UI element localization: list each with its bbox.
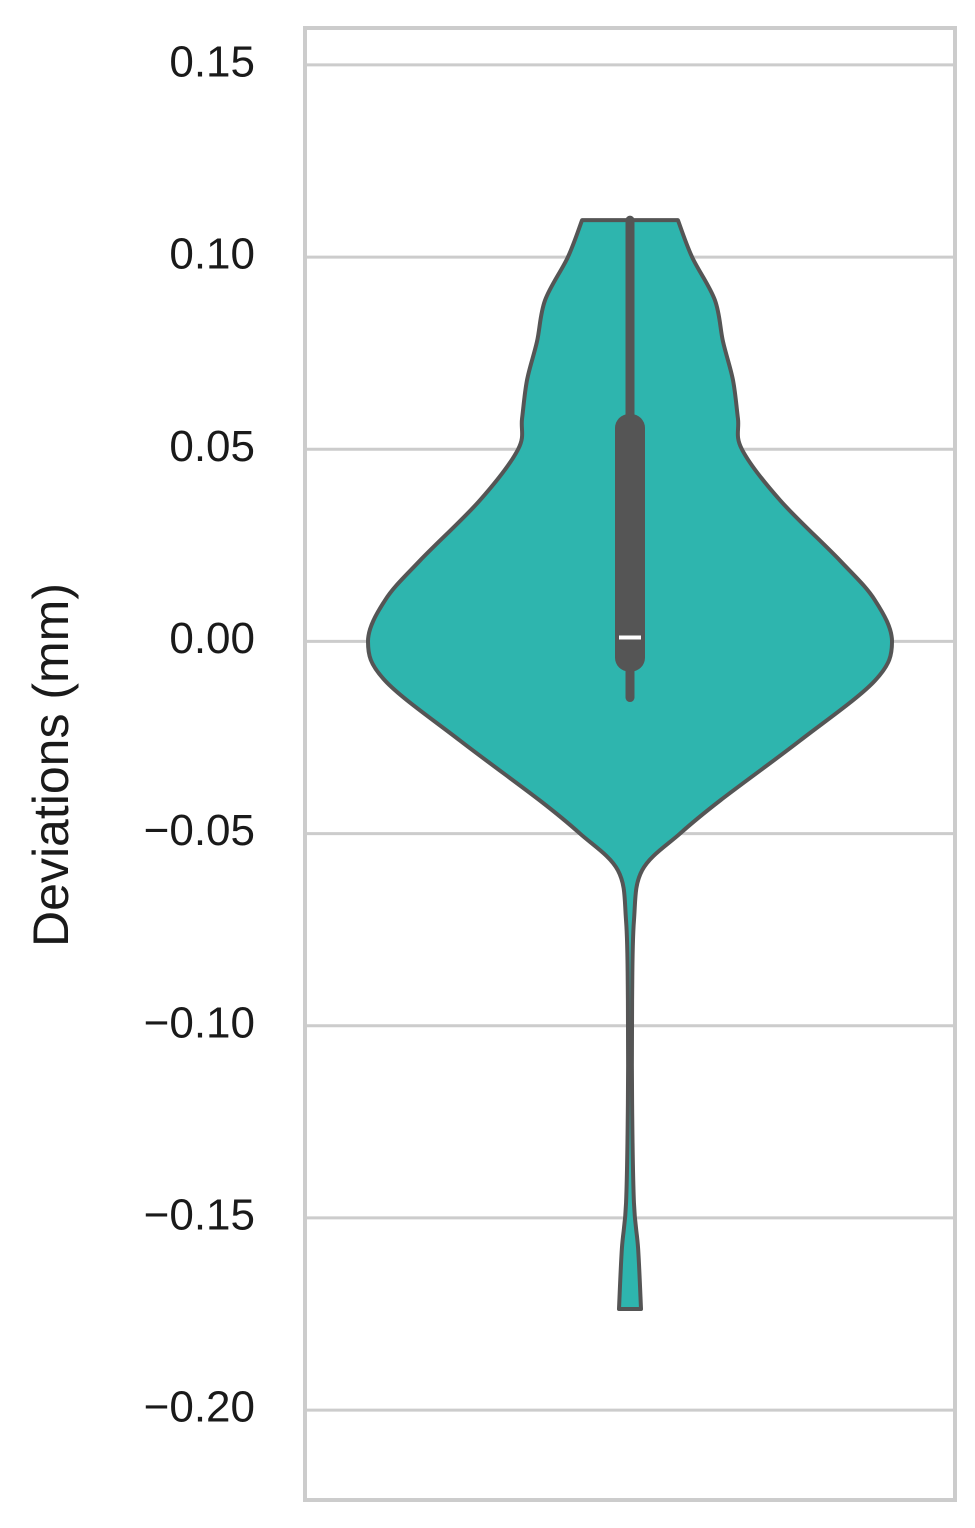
box	[615, 414, 645, 672]
y-tick-label: 0.10	[169, 230, 255, 279]
violin-half	[629, 218, 894, 1311]
y-tick-label: 0.15	[169, 38, 255, 87]
y-axis-label: Deviations (mm)	[23, 583, 79, 947]
y-tick-label: −0.10	[144, 998, 255, 1047]
y-tick-label: 0.05	[169, 422, 255, 471]
y-tick-label: −0.20	[144, 1383, 255, 1432]
y-tick-label: −0.15	[144, 1191, 255, 1240]
plot-frame	[303, 26, 957, 1502]
y-tick-label: 0.00	[169, 614, 255, 663]
violin-half	[366, 218, 631, 1311]
y-tick-label: −0.05	[144, 806, 255, 855]
